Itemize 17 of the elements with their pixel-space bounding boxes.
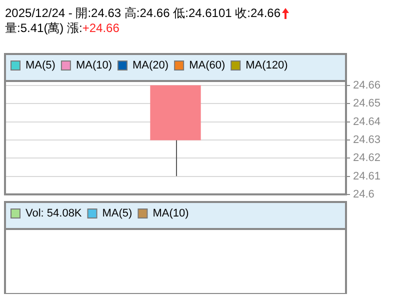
chart-subtitle: 量:5.41(萬) 漲:+24.66 (5, 21, 120, 35)
legend-label: MA(120) (246, 60, 288, 72)
legend-label: Vol: 54.08K (26, 208, 82, 220)
y-tick-label: 24.62 (353, 152, 381, 164)
legend-label: MA(5) (102, 208, 132, 220)
y-tick-label: 24.65 (353, 98, 381, 110)
legend-label: MA(10) (76, 60, 112, 72)
y-tick-label: 24.66 (353, 80, 381, 92)
legend-label: MA(60) (189, 60, 226, 72)
y-tick-label: 24.6 (353, 188, 374, 200)
y-tick-label: 24.64 (353, 116, 381, 128)
y-tick-label: 24.61 (353, 170, 381, 182)
legend-label: MA(20) (132, 60, 169, 72)
legend-label: MA(10) (152, 208, 189, 220)
legend-label: MA(5) (26, 60, 56, 72)
y-tick-label: 24.63 (353, 134, 381, 146)
chart-title: 2025/12/24 - 開:24.63 高:24.66 低:24.6101 收:24.66 (5, 6, 281, 20)
